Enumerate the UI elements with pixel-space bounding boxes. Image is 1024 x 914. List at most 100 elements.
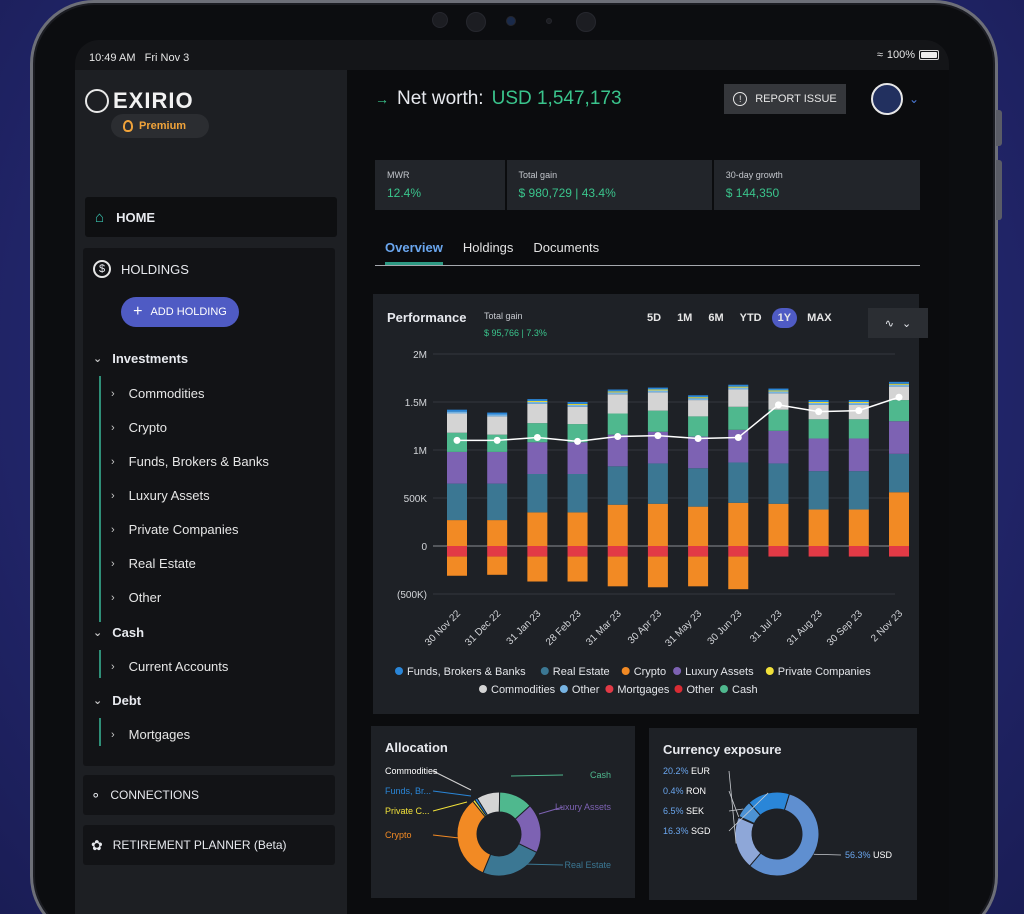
range-ytd[interactable]: YTD bbox=[739, 312, 762, 324]
tab-documents[interactable]: Documents bbox=[533, 240, 600, 255]
tree-item-current-accounts[interactable]: › Current Accounts bbox=[111, 659, 228, 674]
tree-item-funds[interactable]: › Funds, Brokers & Banks bbox=[111, 454, 269, 469]
avatar[interactable] bbox=[871, 83, 903, 115]
bar-segment bbox=[768, 390, 789, 392]
tab-overview[interactable]: Overview bbox=[385, 240, 443, 265]
kpi-value: $ 144,350 bbox=[725, 186, 780, 200]
leader-line bbox=[520, 863, 564, 866]
tree-item-commodities[interactable]: › Commodities bbox=[111, 386, 205, 401]
currency-code: SEK bbox=[686, 806, 704, 816]
tree-item-mortgages[interactable]: › Mortgages bbox=[111, 727, 190, 742]
legend-label: Other bbox=[687, 684, 715, 696]
bar-segment bbox=[567, 474, 588, 513]
leader-line bbox=[432, 770, 472, 791]
nav-retirement-planner[interactable]: ✿ RETIREMENT PLANNER (Beta) bbox=[83, 825, 335, 865]
chevron-right-icon: › bbox=[111, 455, 115, 468]
x-tick-label: 30 Apr 23 bbox=[626, 608, 664, 646]
range-1y[interactable]: 1Y bbox=[771, 308, 798, 328]
nav-holdings[interactable]: $ HOLDINGS bbox=[93, 260, 189, 278]
nav-home[interactable]: ⌂ HOME bbox=[85, 197, 337, 237]
kpi-label: 30-day growth bbox=[725, 170, 783, 180]
range-max[interactable]: MAX bbox=[807, 312, 832, 324]
bar-segment bbox=[808, 402, 829, 403]
tab-holdings[interactable]: Holdings bbox=[462, 240, 514, 255]
range-selector: 5D 1M 6M YTD 1Y MAX bbox=[641, 308, 838, 328]
tree-group-debt[interactable]: ⌄ Debt bbox=[93, 693, 141, 708]
tree-connector bbox=[99, 650, 101, 678]
tablet-side-button bbox=[996, 110, 1002, 146]
allocation-card: Allocation Commodities Cash Luxury Assets R… bbox=[371, 726, 635, 898]
report-issue-button[interactable]: ! REPORT ISSUE bbox=[724, 84, 846, 114]
currency-label: 6.5% SEK bbox=[663, 806, 704, 816]
tablet-side-button bbox=[996, 160, 1002, 220]
legend-swatch bbox=[559, 685, 568, 693]
bar-segment bbox=[848, 400, 869, 402]
range-5d[interactable]: 5D bbox=[647, 312, 662, 324]
tree-item-luxury-assets[interactable]: › Luxury Assets bbox=[111, 488, 210, 503]
bar-segment bbox=[768, 430, 789, 464]
legend: Funds, Brokers & Banks Real Estate Crypto L… bbox=[395, 666, 871, 696]
leader-line bbox=[728, 790, 740, 817]
tab-bar: Overview Holdings Documents bbox=[375, 240, 920, 266]
bar-segment bbox=[728, 386, 749, 388]
chevron-down-icon[interactable]: ⌄ bbox=[909, 92, 920, 106]
bar-segment bbox=[688, 506, 709, 546]
bar-segment bbox=[487, 412, 508, 415]
chart-type-dropdown[interactable]: ∿ ⌄ bbox=[868, 308, 928, 338]
brand-logo[interactable]: EXIRIO bbox=[85, 88, 194, 114]
legend-item: Luxury Assets bbox=[673, 666, 754, 678]
brand-name: EXIRIO bbox=[113, 88, 194, 113]
range-1m[interactable]: 1M bbox=[677, 312, 693, 324]
nav-connections[interactable]: ∘ CONNECTIONS bbox=[83, 775, 335, 815]
bar-segment bbox=[808, 402, 829, 405]
dollar-circle-icon: $ bbox=[93, 260, 111, 278]
donut-slice bbox=[474, 797, 489, 817]
nav-connections-label: CONNECTIONS bbox=[110, 788, 200, 802]
bar-segment bbox=[889, 383, 909, 385]
range-6m[interactable]: 6M bbox=[708, 312, 724, 324]
tree-item-private-companies[interactable]: › Private Companies bbox=[111, 522, 239, 537]
bar-segment bbox=[768, 409, 789, 431]
slice-label: Real Estate bbox=[564, 860, 611, 870]
bar-segment bbox=[688, 416, 709, 437]
chevron-right-icon: › bbox=[111, 421, 115, 434]
tree-group-cash[interactable]: ⌄ Cash bbox=[93, 625, 144, 640]
tree-item-crypto[interactable]: › Crypto bbox=[111, 420, 167, 435]
chevron-right-icon: › bbox=[111, 591, 115, 604]
legend-label: Real Estate bbox=[553, 666, 610, 678]
legend-item: Other bbox=[559, 684, 600, 696]
bar-segment bbox=[527, 402, 548, 404]
add-holding-button[interactable]: + ADD HOLDING bbox=[121, 297, 239, 327]
x-tick-label: 31 Mar 23 bbox=[584, 608, 624, 648]
bar-segment bbox=[447, 409, 467, 412]
allocation-donut-chart: Commodities Cash Luxury Assets Real Estate C… bbox=[385, 766, 611, 877]
legend-label: Crypto bbox=[634, 666, 666, 678]
camera-sensor bbox=[576, 12, 596, 32]
bar-segment bbox=[728, 556, 749, 590]
app-screen: 10:49 AM Fri Nov 3 ≈ 100% EXIRIO Premium… bbox=[75, 40, 949, 914]
tree-item-other[interactable]: › Other bbox=[111, 590, 161, 605]
legend-swatch bbox=[540, 667, 549, 675]
kpi-label: Total gain bbox=[518, 170, 558, 180]
currency-label: 0.4% RON bbox=[663, 786, 706, 796]
bar-segment bbox=[808, 400, 829, 402]
legend-item: Funds, Brokers & Banks bbox=[395, 666, 526, 678]
add-holding-label: ADD HOLDING bbox=[150, 306, 227, 318]
bars bbox=[447, 381, 909, 590]
bar-segment bbox=[527, 474, 548, 513]
bar-segment bbox=[527, 546, 548, 557]
bar-segment bbox=[728, 384, 749, 387]
arrow-right-icon: → bbox=[375, 91, 389, 107]
chevron-right-icon: › bbox=[111, 660, 115, 673]
tree-item-real-estate[interactable]: › Real Estate bbox=[111, 556, 196, 571]
tree-group-investments[interactable]: ⌄ Investments bbox=[93, 351, 188, 366]
bar-segment bbox=[447, 483, 467, 521]
bar-segment bbox=[889, 384, 909, 387]
status-time: 10:49 AM Fri Nov 3 bbox=[89, 52, 190, 64]
y-tick-label: 500K bbox=[404, 494, 428, 505]
bar-segment bbox=[527, 556, 548, 582]
chevron-down-icon: ⌄ bbox=[93, 695, 103, 707]
bar-segment bbox=[647, 546, 668, 557]
bar-segment bbox=[607, 389, 628, 392]
